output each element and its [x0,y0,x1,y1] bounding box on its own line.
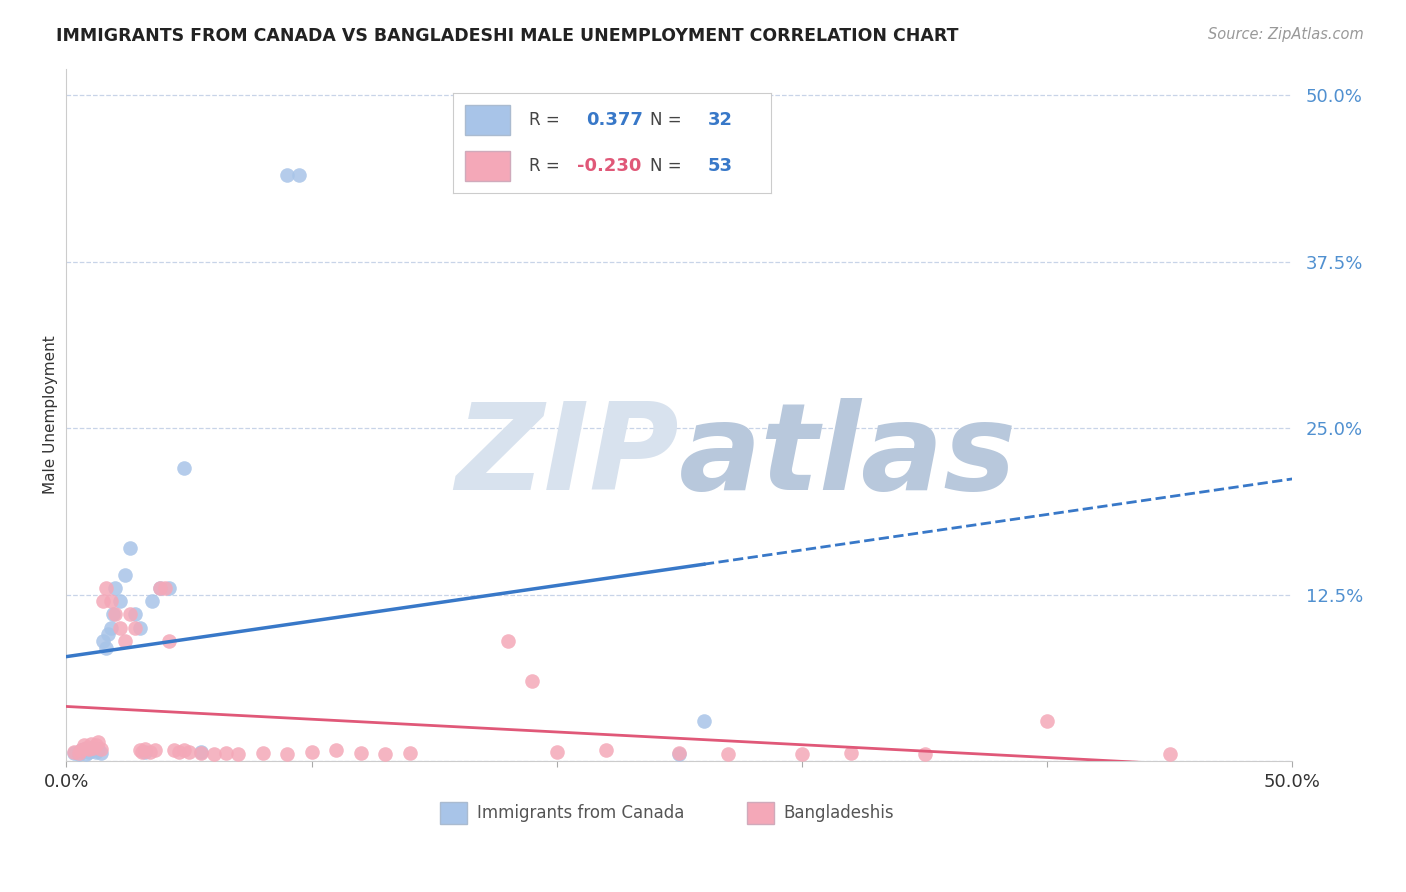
Text: Bangladeshis: Bangladeshis [783,804,894,822]
Point [141,594,163,608]
Point [522,674,544,689]
Point [114,567,136,582]
Point [129,743,152,757]
Point [82,740,104,755]
Point [70,743,93,757]
Point [177,745,200,759]
Point [839,746,862,760]
Point [62,745,84,759]
Point [668,747,690,762]
Point [94,640,117,655]
Point [67,747,90,762]
Point [202,747,225,762]
Point [1159,747,1181,762]
Point [84,745,107,759]
Point [496,634,519,648]
Point [914,747,936,762]
Point [374,747,396,762]
Text: ZIP: ZIP [456,398,679,515]
Text: Source: ZipAtlas.com: Source: ZipAtlas.com [1208,27,1364,42]
Point [276,168,298,182]
Point [190,746,212,760]
Point [100,594,122,608]
Point [110,621,132,635]
Point [114,634,136,648]
Point [693,714,716,728]
Point [90,742,112,756]
Point [134,745,156,759]
Point [173,461,195,475]
Point [124,607,146,622]
Point [1036,714,1059,728]
Point [90,746,112,760]
Point [94,581,117,595]
Text: IMMIGRANTS FROM CANADA VS BANGLADESHI MALE UNEMPLOYMENT CORRELATION CHART: IMMIGRANTS FROM CANADA VS BANGLADESHI MA… [56,27,959,45]
Point [167,745,190,759]
Point [77,742,100,756]
Point [398,746,420,760]
Point [72,738,94,752]
Point [131,745,153,759]
Point [163,743,186,757]
Point [149,581,172,595]
Point [91,594,114,608]
Point [190,745,212,759]
Point [790,747,813,762]
Point [153,581,176,595]
Point [84,738,107,752]
Point [87,735,110,749]
Point [124,621,146,635]
Point [75,740,97,755]
Point [159,634,181,648]
Point [82,743,104,757]
Point [97,627,120,641]
Point [67,746,90,760]
Point [70,743,93,757]
Point [215,746,238,760]
FancyBboxPatch shape [440,802,467,824]
Text: Immigrants from Canada: Immigrants from Canada [477,804,685,822]
Point [80,737,103,751]
Point [80,740,103,755]
Point [72,742,94,756]
Point [129,621,152,635]
Point [159,581,181,595]
Point [104,581,127,595]
Point [139,745,162,759]
Point [110,594,132,608]
Point [325,743,347,757]
Point [173,743,195,757]
Point [62,746,84,760]
FancyBboxPatch shape [747,802,773,824]
Point [100,621,122,635]
Point [276,747,298,762]
Point [104,607,127,622]
Point [252,746,274,760]
Point [134,742,156,756]
Point [120,607,142,622]
Point [87,742,110,756]
Point [301,745,323,759]
Point [101,607,124,622]
Point [546,745,568,759]
Point [143,743,166,757]
Text: atlas: atlas [679,398,1018,515]
Point [288,168,311,182]
Point [77,745,100,759]
Point [120,541,142,555]
Point [668,746,690,760]
Point [149,581,172,595]
Y-axis label: Male Unemployment: Male Unemployment [44,335,58,494]
Point [350,746,373,760]
Point [717,747,740,762]
Point [75,747,97,762]
Point [595,743,617,757]
Point [226,747,249,762]
Point [91,634,114,648]
